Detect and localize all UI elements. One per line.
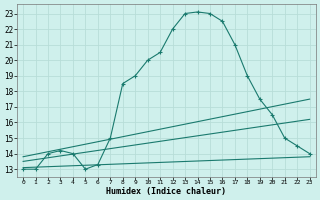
X-axis label: Humidex (Indice chaleur): Humidex (Indice chaleur) <box>106 187 226 196</box>
